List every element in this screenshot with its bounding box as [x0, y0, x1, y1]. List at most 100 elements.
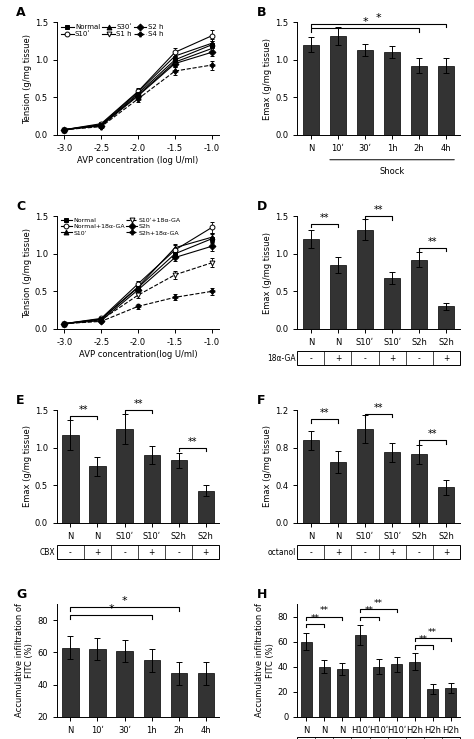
Bar [384, 452, 400, 523]
Bar [171, 460, 187, 523]
Bar [171, 673, 187, 739]
Bar [411, 454, 427, 523]
Text: -: - [418, 354, 420, 363]
X-axis label: AVP concentration(log U/ml): AVP concentration(log U/ml) [79, 350, 198, 358]
Text: -: - [69, 548, 72, 556]
Text: CBX: CBX [40, 548, 55, 556]
Text: +: + [335, 354, 341, 363]
Text: C: C [16, 200, 26, 213]
Y-axis label: Tension (g/mg tissue): Tension (g/mg tissue) [23, 33, 32, 123]
Bar [296, 545, 297, 559]
Text: A: A [16, 6, 26, 18]
Bar [55, 545, 57, 559]
Bar [411, 66, 427, 135]
Text: H: H [257, 588, 267, 601]
Bar [297, 352, 460, 365]
Text: E: E [16, 394, 25, 406]
Bar [62, 647, 79, 739]
Y-axis label: Emax (g/mg tissue): Emax (g/mg tissue) [264, 38, 273, 120]
Legend: Normal, S10ʹ, S30ʹ, S1 h, S2 h, S4 h: Normal, S10ʹ, S30ʹ, S1 h, S2 h, S4 h [60, 24, 164, 38]
Bar [117, 429, 133, 523]
Bar [297, 545, 460, 559]
Legend: Normal, Normal+18α-GA, S10ʹ, S10ʹ+18α-GA, S2h, S2h+18α-GA: Normal, Normal+18α-GA, S10ʹ, S10ʹ+18α-GA… [60, 217, 181, 236]
Text: -: - [418, 548, 420, 556]
Text: **: ** [374, 205, 383, 215]
Bar [301, 641, 312, 717]
Text: -: - [310, 354, 312, 363]
Bar [409, 661, 420, 717]
Bar [357, 230, 373, 329]
Text: +: + [335, 548, 341, 556]
Text: G: G [16, 588, 27, 601]
Text: +: + [202, 548, 209, 556]
Bar [62, 435, 79, 523]
Bar [303, 45, 319, 135]
Bar [438, 307, 455, 329]
Bar [384, 52, 400, 135]
Text: *: * [108, 605, 114, 614]
Bar [303, 440, 319, 523]
Text: octanol: octanol [267, 548, 296, 556]
Text: **: ** [188, 437, 197, 446]
Text: +: + [94, 548, 100, 556]
Bar [144, 455, 160, 523]
Bar [90, 466, 106, 523]
Text: **: ** [428, 236, 438, 247]
Text: **: ** [311, 614, 320, 623]
Text: **: ** [319, 213, 329, 222]
Bar [411, 259, 427, 329]
Text: **: ** [428, 627, 437, 637]
Bar [357, 50, 373, 135]
Text: +: + [148, 548, 155, 556]
Text: D: D [257, 200, 267, 213]
Bar [384, 278, 400, 329]
Bar [357, 429, 373, 523]
Text: *: * [362, 17, 368, 27]
Y-axis label: Emax (g/mg tissue): Emax (g/mg tissue) [263, 426, 272, 508]
Bar [144, 661, 160, 739]
Bar [198, 673, 214, 739]
Y-axis label: Tension (g/mg tissue): Tension (g/mg tissue) [23, 228, 32, 318]
Text: **: ** [133, 399, 143, 409]
Text: -: - [364, 354, 366, 363]
Text: +: + [389, 354, 395, 363]
Text: **: ** [374, 403, 383, 412]
Text: **: ** [319, 409, 329, 418]
Text: F: F [257, 394, 265, 406]
Bar [330, 35, 346, 135]
Y-axis label: Emax (g/mg tissue): Emax (g/mg tissue) [264, 231, 273, 313]
Text: **: ** [79, 405, 89, 415]
Text: -: - [364, 548, 366, 556]
Bar [296, 352, 297, 365]
Bar [446, 688, 456, 717]
Bar [438, 66, 455, 135]
Text: B: B [257, 6, 266, 18]
Bar [90, 649, 106, 739]
Bar [297, 737, 460, 739]
Text: **: ** [320, 607, 329, 616]
Bar [319, 667, 330, 717]
Text: **: ** [374, 599, 383, 608]
Text: **: ** [419, 636, 428, 644]
Text: -: - [123, 548, 126, 556]
Bar [198, 491, 214, 523]
Bar [337, 670, 348, 717]
Text: **: ** [428, 429, 438, 439]
Text: -: - [310, 548, 312, 556]
Bar [438, 487, 455, 523]
Bar [330, 462, 346, 523]
Bar [303, 239, 319, 329]
Y-axis label: Emax (g/mg tissue): Emax (g/mg tissue) [23, 426, 32, 508]
Bar [117, 651, 133, 739]
Text: +: + [443, 548, 449, 556]
Bar [373, 667, 384, 717]
Bar [355, 636, 366, 717]
Bar [391, 664, 402, 717]
Text: **: ** [365, 607, 374, 616]
Text: *: * [122, 596, 128, 606]
Text: +: + [389, 548, 395, 556]
Bar [57, 545, 219, 559]
Text: +: + [443, 354, 449, 363]
Y-axis label: Accumulative infiltration of
FITC (%): Accumulative infiltration of FITC (%) [255, 604, 275, 718]
Bar [427, 689, 438, 717]
